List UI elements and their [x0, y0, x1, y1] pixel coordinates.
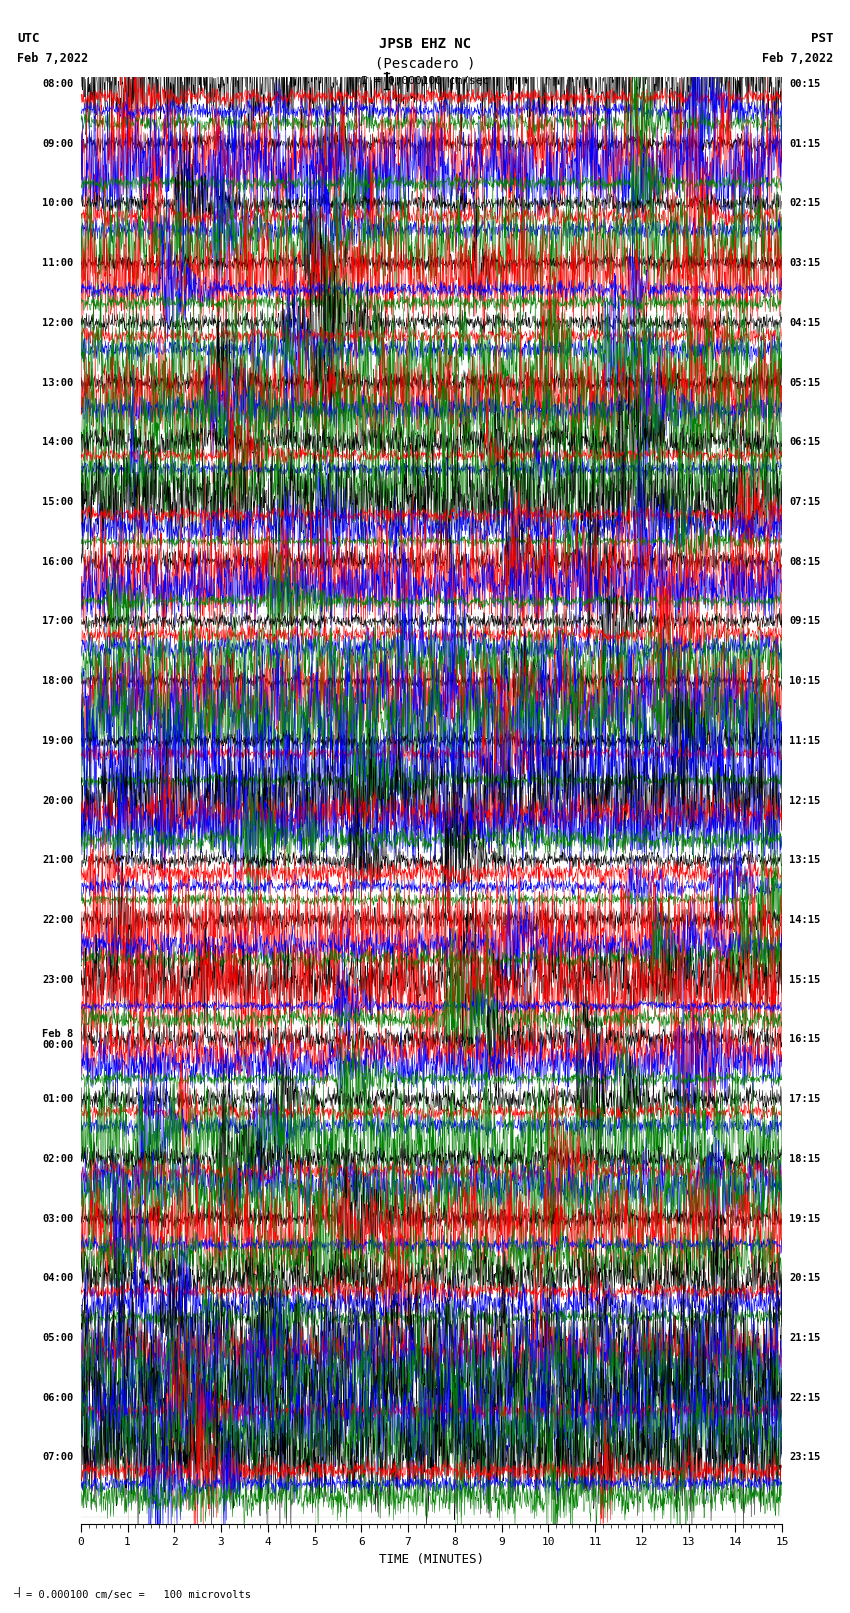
Text: 13:15: 13:15: [789, 855, 820, 865]
Text: 17:00: 17:00: [42, 616, 74, 626]
Text: 04:00: 04:00: [42, 1273, 74, 1284]
Text: 18:00: 18:00: [42, 676, 74, 686]
Text: 05:15: 05:15: [789, 377, 820, 387]
Text: UTC: UTC: [17, 32, 39, 45]
Text: Feb 8
00:00: Feb 8 00:00: [42, 1029, 74, 1050]
Text: 15:00: 15:00: [42, 497, 74, 506]
Text: 02:15: 02:15: [789, 198, 820, 208]
Text: Feb 7,2022: Feb 7,2022: [762, 52, 833, 65]
Text: 08:00: 08:00: [42, 79, 74, 89]
Text: 13:00: 13:00: [42, 377, 74, 387]
Text: 23:15: 23:15: [789, 1452, 820, 1463]
Text: 19:00: 19:00: [42, 736, 74, 745]
Text: 04:15: 04:15: [789, 318, 820, 327]
Text: 01:00: 01:00: [42, 1094, 74, 1105]
Text: 02:00: 02:00: [42, 1153, 74, 1165]
Text: 10:00: 10:00: [42, 198, 74, 208]
Text: 21:15: 21:15: [789, 1332, 820, 1344]
X-axis label: TIME (MINUTES): TIME (MINUTES): [379, 1553, 484, 1566]
Text: 17:15: 17:15: [789, 1094, 820, 1105]
Text: 16:00: 16:00: [42, 556, 74, 566]
Text: Feb 7,2022: Feb 7,2022: [17, 52, 88, 65]
Text: 14:15: 14:15: [789, 915, 820, 924]
Text: 22:15: 22:15: [789, 1392, 820, 1403]
Text: 09:15: 09:15: [789, 616, 820, 626]
Text: JPSB EHZ NC: JPSB EHZ NC: [379, 37, 471, 52]
Text: 16:15: 16:15: [789, 1034, 820, 1044]
Text: 23:00: 23:00: [42, 974, 74, 984]
Text: 15:15: 15:15: [789, 974, 820, 984]
Text: 11:00: 11:00: [42, 258, 74, 268]
Text: I = 0.000100 cm/sec: I = 0.000100 cm/sec: [361, 76, 489, 85]
Text: 01:15: 01:15: [789, 139, 820, 148]
Text: 18:15: 18:15: [789, 1153, 820, 1165]
Text: 03:00: 03:00: [42, 1213, 74, 1224]
Text: 06:15: 06:15: [789, 437, 820, 447]
Text: 06:00: 06:00: [42, 1392, 74, 1403]
Text: |: |: [15, 1586, 22, 1597]
Text: 12:00: 12:00: [42, 318, 74, 327]
Text: 20:00: 20:00: [42, 795, 74, 805]
Text: PST: PST: [811, 32, 833, 45]
Text: 19:15: 19:15: [789, 1213, 820, 1224]
Text: 00:15: 00:15: [789, 79, 820, 89]
Text: 08:15: 08:15: [789, 556, 820, 566]
Text: = 0.000100 cm/sec =   100 microvolts: = 0.000100 cm/sec = 100 microvolts: [26, 1590, 251, 1600]
Text: (Pescadero ): (Pescadero ): [375, 56, 475, 71]
Text: 14:00: 14:00: [42, 437, 74, 447]
Text: 20:15: 20:15: [789, 1273, 820, 1284]
Text: 07:00: 07:00: [42, 1452, 74, 1463]
Text: 03:15: 03:15: [789, 258, 820, 268]
Text: 12:15: 12:15: [789, 795, 820, 805]
Text: 21:00: 21:00: [42, 855, 74, 865]
Text: 09:00: 09:00: [42, 139, 74, 148]
Text: 07:15: 07:15: [789, 497, 820, 506]
Text: _: _: [14, 1584, 19, 1594]
Text: 22:00: 22:00: [42, 915, 74, 924]
Text: 11:15: 11:15: [789, 736, 820, 745]
Text: 10:15: 10:15: [789, 676, 820, 686]
Text: 05:00: 05:00: [42, 1332, 74, 1344]
